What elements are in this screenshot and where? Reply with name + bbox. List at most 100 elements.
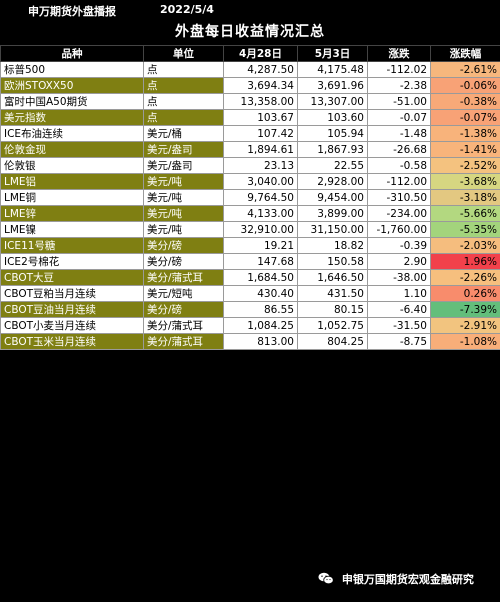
change-cell: -112.02 <box>367 61 431 78</box>
price-date1: 107.42 <box>223 125 298 142</box>
header-row: 品种 单位 4月28日 5月3日 涨跌 涨跌幅 <box>0 45 500 62</box>
pct-change-cell: -0.38% <box>430 93 500 110</box>
price-date2: 105.94 <box>297 125 368 142</box>
instrument-name: LME铝 <box>0 173 144 190</box>
price-date1: 103.67 <box>223 109 298 126</box>
table-row: 伦敦金现 美元/盎司 1,894.61 1,867.93 -26.68 -1.41% <box>0 141 500 158</box>
unit-cell: 美元/短吨 <box>143 285 224 302</box>
price-date2: 1,646.50 <box>297 269 368 286</box>
price-date2: 18.82 <box>297 237 368 254</box>
price-date2: 3,899.00 <box>297 205 368 222</box>
price-date2: 2,928.00 <box>297 173 368 190</box>
unit-cell: 点 <box>143 93 224 110</box>
pct-change-cell: 1.96% <box>430 253 500 270</box>
change-cell: -1,760.00 <box>367 221 431 238</box>
table-row: ICE11号糖 美分/磅 19.21 18.82 -0.39 -2.03% <box>0 237 500 254</box>
table-row: 美元指数点 103.67 103.60 -0.07 -0.07% <box>0 109 500 126</box>
unit-cell: 美分/磅 <box>143 301 224 318</box>
summary-panel: 外盘每日收益情况汇总 品种 单位 4月28日 5月3日 涨跌 涨跌幅 标普500… <box>0 19 500 378</box>
unit-cell: 美元/吨 <box>143 173 224 190</box>
table-row: CBOT大豆 美分/蒲式耳 1,684.50 1,646.50 -38.00 -2.26% <box>0 269 500 286</box>
instrument-name: LME镍 <box>0 221 144 238</box>
instrument-name: 标普500 <box>0 61 144 78</box>
price-date2: 431.50 <box>297 285 368 302</box>
col-header-date2: 5月3日 <box>297 45 368 62</box>
date-label: 2022/5/4 <box>160 3 214 16</box>
watermark-text: 申银万国期货宏观金融研究 <box>341 573 474 586</box>
change-cell: -26.68 <box>367 141 431 158</box>
change-cell: -0.39 <box>367 237 431 254</box>
price-date1: 4,287.50 <box>223 61 298 78</box>
table-row: CBOT豆油当月连续 美分/磅 86.55 80.15 -6.40 -7.39% <box>0 301 500 318</box>
instrument-name: 伦敦金现 <box>0 141 144 158</box>
unit-cell: 美元/盎司 <box>143 157 224 174</box>
unit-cell: 点 <box>143 77 224 94</box>
unit-cell: 美元/桶 <box>143 125 224 142</box>
instrument-name: ICE11号糖 <box>0 237 144 254</box>
pct-change-cell: -1.08% <box>430 333 500 350</box>
change-cell: -2.38 <box>367 77 431 94</box>
change-cell: -0.07 <box>367 109 431 126</box>
price-date1: 4,133.00 <box>223 205 298 222</box>
instrument-name: CBOT玉米当月连续 <box>0 333 144 350</box>
price-date1: 1,084.25 <box>223 317 298 334</box>
table-row: CBOT豆粕当月连续 美元/短吨 430.40 431.50 1.10 0.26% <box>0 285 500 302</box>
table-row: LME铜 美元/吨 9,764.50 9,454.00 -310.50 -3.18% <box>0 189 500 206</box>
instrument-name: LME锌 <box>0 205 144 222</box>
table-row: ICE布油连续 美元/桶 107.42 105.94 -1.48 -1.38% <box>0 125 500 142</box>
instrument-name: ICE2号棉花 <box>0 253 144 270</box>
table-title: 外盘每日收益情况汇总 <box>0 19 500 45</box>
change-cell: -38.00 <box>367 269 431 286</box>
change-cell: -6.40 <box>367 301 431 318</box>
pct-change-cell: -1.38% <box>430 125 500 142</box>
pct-change-cell: -2.61% <box>430 61 500 78</box>
unit-cell: 美分/蒲式耳 <box>143 317 224 334</box>
pct-change-cell: -2.52% <box>430 157 500 174</box>
table-row: LME锌 美元/吨 4,133.00 3,899.00 -234.00 -5.66% <box>0 205 500 222</box>
price-date2: 150.58 <box>297 253 368 270</box>
price-date1: 9,764.50 <box>223 189 298 206</box>
table-row: 标普500 点 4,287.50 4,175.48 -112.02 -2.61% <box>0 61 500 78</box>
price-date1: 430.40 <box>223 285 298 302</box>
price-date2: 103.60 <box>297 109 368 126</box>
price-date1: 19.21 <box>223 237 298 254</box>
pct-change-cell: 0.26% <box>430 285 500 302</box>
unit-cell: 美元/吨 <box>143 221 224 238</box>
pct-change-cell: -2.03% <box>430 237 500 254</box>
unit-cell: 美元/盎司 <box>143 141 224 158</box>
price-date1: 23.13 <box>223 157 298 174</box>
change-cell: 2.90 <box>367 253 431 270</box>
unit-cell: 点 <box>143 61 224 78</box>
price-date1: 13,358.00 <box>223 93 298 110</box>
unit-cell: 美分/磅 <box>143 237 224 254</box>
price-date2: 80.15 <box>297 301 368 318</box>
pct-change-cell: -0.07% <box>430 109 500 126</box>
change-cell: -112.00 <box>367 173 431 190</box>
price-date2: 3,691.96 <box>297 77 368 94</box>
price-date2: 22.55 <box>297 157 368 174</box>
instrument-name: 欧洲STOXX50 <box>0 77 144 94</box>
price-date2: 1,052.75 <box>297 317 368 334</box>
price-date1: 147.68 <box>223 253 298 270</box>
price-date1: 813.00 <box>223 333 298 350</box>
unit-cell: 美元/吨 <box>143 205 224 222</box>
change-cell: -1.48 <box>367 125 431 142</box>
pct-change-cell: -3.18% <box>430 189 500 206</box>
instrument-name: CBOT豆油当月连续 <box>0 301 144 318</box>
price-date2: 31,150.00 <box>297 221 368 238</box>
change-cell: -51.00 <box>367 93 431 110</box>
instrument-name: 美元指数 <box>0 109 144 126</box>
unit-cell: 点 <box>143 109 224 126</box>
change-cell: -310.50 <box>367 189 431 206</box>
col-header-pct: 涨跌幅 <box>430 45 500 62</box>
instrument-name: CBOT豆粕当月连续 <box>0 285 144 302</box>
unit-cell: 美分/蒲式耳 <box>143 269 224 286</box>
instrument-name: 富时中国A50期货 <box>0 93 144 110</box>
table-row: LME镍 美元/吨 32,910.00 31,150.00 -1,760.00 -5.35… <box>0 221 500 238</box>
pct-change-cell: -2.26% <box>430 269 500 286</box>
table-row: LME铝 美元/吨 3,040.00 2,928.00 -112.00 -3.68% <box>0 173 500 190</box>
unit-cell: 美元/吨 <box>143 189 224 206</box>
price-date2: 4,175.48 <box>297 61 368 78</box>
table-row: CBOT小麦当月连续 美分/蒲式耳 1,084.25 1,052.75 -31.50 -2… <box>0 317 500 334</box>
pct-change-cell: -2.91% <box>430 317 500 334</box>
